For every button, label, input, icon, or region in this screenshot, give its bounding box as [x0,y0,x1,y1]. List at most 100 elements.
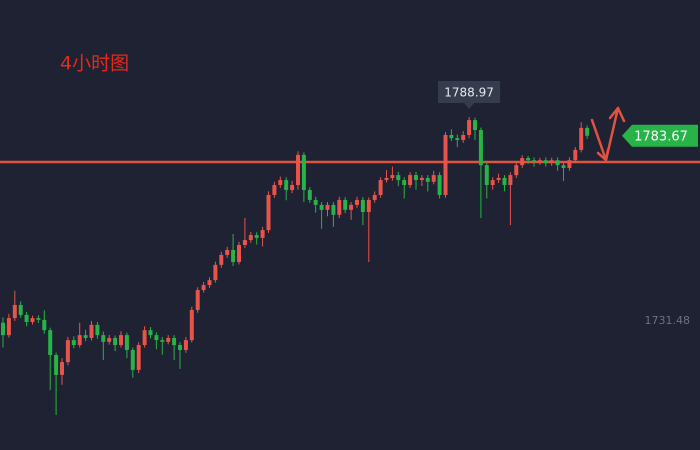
candle-body [484,165,489,186]
candle-body [254,235,259,238]
candle-body [496,177,501,181]
candle-body [490,180,495,186]
candle-body [207,280,212,286]
candle-body [178,345,182,351]
candle-body [1,322,5,336]
candle-body [290,185,295,190]
candle-body [136,345,141,370]
candle-body [585,127,590,136]
candle-body [95,324,100,336]
candle-body [378,180,383,195]
candle-body [349,204,354,210]
candle-body [360,199,365,212]
candle-body [89,324,94,338]
candle-body [325,204,330,210]
candle-body [414,175,418,181]
candle-body [71,340,76,346]
candle-body [237,244,241,263]
candle-body [343,199,348,210]
candle-body [119,335,123,346]
candle-body [296,154,300,186]
candle-body [355,199,359,205]
candle-body [30,318,35,323]
candle-body [260,230,265,238]
candle-body [579,127,584,150]
candle-body [242,240,247,245]
candle-body [419,177,424,181]
candle-body [278,180,283,186]
candle-body [567,160,572,168]
candle-body [195,290,200,310]
candle-body [455,138,460,140]
candle-body [313,199,318,205]
candle-body [372,194,377,200]
candle-body [467,120,472,135]
candle-body [65,340,70,363]
candle-body [319,204,324,210]
candle-body [213,264,218,281]
candle-body [124,335,129,351]
candle-body [555,160,560,166]
candle-body [532,160,536,162]
candle-body [520,158,525,166]
candle-body [514,165,519,176]
candle-body [307,189,312,200]
candle-body [107,337,112,342]
candle-body [12,304,17,319]
arrow-head [596,148,610,162]
candle-body [266,194,271,231]
candle-body [166,337,171,342]
y-tick-label: 1731.48 [645,314,691,327]
candle-body [113,337,118,346]
candle-body [183,340,188,351]
candle-body [284,180,289,190]
candle-body [54,355,59,375]
candle-body [231,249,236,263]
candle-body [154,335,159,341]
candle-body [130,350,135,370]
candle-body [543,160,548,164]
candle-body [18,304,23,315]
candle-body [366,199,371,212]
candle-body [172,337,177,346]
candle-body [402,180,407,186]
candle-body [437,175,442,195]
candle-body [337,199,342,215]
candle-body [502,177,507,186]
candle-body [272,185,277,195]
candle-body [396,175,401,181]
candle-body [36,318,41,320]
candle-body [331,204,336,215]
candle-body [526,158,531,161]
candle-body [478,130,483,166]
candle-body [24,314,29,323]
high-marker-label: 1788.97 [444,85,494,99]
candle-body [160,340,165,342]
candle-body [449,134,454,139]
candle-body [201,285,206,291]
candle-body [101,335,106,342]
last-price-label: 1783.67 [634,129,688,144]
candle-body [537,160,542,162]
candle-body [508,175,513,186]
candle-body [408,175,413,186]
candle-body [219,254,224,265]
arrow-head [608,106,626,123]
high-marker-box [438,80,501,109]
chart-title: 4小时图 [60,53,129,75]
candle-body [390,175,395,178]
candle-body [301,154,306,190]
candle-body [48,330,53,356]
candle-body [42,319,47,331]
candle-body [189,309,194,341]
candle-body [384,177,389,181]
arrow-path [590,106,620,162]
candle-body [142,330,147,346]
candle-body [443,134,448,195]
candle-body [425,177,430,182]
candle-body [60,362,64,375]
candle-body [225,249,230,255]
last-price-box [622,124,698,147]
candle-body [248,235,253,241]
